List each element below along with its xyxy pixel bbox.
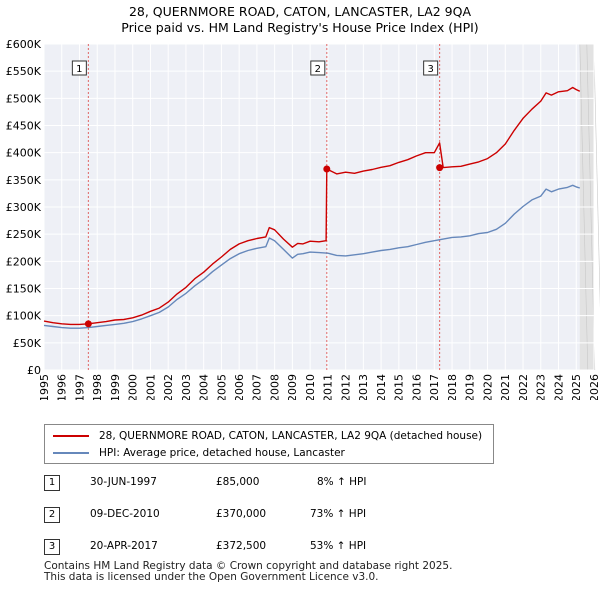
annotation-label: 2 <box>315 64 321 75</box>
transaction-price: £370,000 <box>216 508 267 520</box>
transaction-number: 2 <box>44 507 60 523</box>
series-line-property <box>43 86 581 326</box>
y-tick-label: £400K <box>6 147 42 160</box>
transaction-hpi: 8% ↑ HPI <box>317 476 367 488</box>
x-tick-label: 2025 <box>570 374 583 400</box>
x-tick-label: 1996 <box>56 374 69 400</box>
sale-point <box>323 165 331 173</box>
transaction-date: 20-APR-2017 <box>90 540 158 552</box>
y-tick-label: £250K <box>6 228 42 241</box>
x-tick-label: 2006 <box>233 374 246 400</box>
annotation-label: 1 <box>76 64 82 75</box>
x-tick-label: 2013 <box>357 374 370 400</box>
y-tick-label: £0 <box>27 364 41 377</box>
footer: Contains HM Land Registry data © Crown c… <box>44 561 452 583</box>
transaction-date: 30-JUN-1997 <box>90 476 157 488</box>
transaction-date: 09-DEC-2010 <box>90 508 160 520</box>
x-tick-label: 2024 <box>552 374 565 400</box>
annotation-label: 3 <box>427 64 433 75</box>
x-tick-label: 2010 <box>304 374 317 400</box>
x-tick-label: 2012 <box>339 374 352 400</box>
x-tick-label: 2019 <box>464 374 477 400</box>
transaction-price: £85,000 <box>216 476 260 488</box>
transaction-number: 3 <box>44 539 60 555</box>
x-tick-label: 2021 <box>499 374 512 400</box>
x-tick-label: 2003 <box>180 374 193 400</box>
x-tick-label: 2026 <box>588 374 600 400</box>
x-tick-label: 2020 <box>481 374 494 400</box>
chart-title: 28, QUERNMORE ROAD, CATON, LANCASTER, LA… <box>128 4 472 19</box>
transaction-hpi: 53% ↑ HPI <box>310 540 367 552</box>
chart-subtitle: Price paid vs. HM Land Registry's House … <box>121 20 479 35</box>
y-tick-label: £100K <box>6 310 42 323</box>
x-tick-label: 2000 <box>127 374 140 400</box>
y-tick-label: £50K <box>13 337 42 350</box>
transaction-hpi: 73% ↑ HPI <box>310 508 367 520</box>
x-tick-label: 1998 <box>91 374 104 400</box>
y-tick-label: £500K <box>6 92 42 105</box>
y-tick-label: £300K <box>6 201 42 214</box>
price-chart: £0 £50K £100K £150K £200K £250K £300K £350K £400… <box>6 38 600 400</box>
legend: 28, QUERNMORE ROAD, CATON, LANCASTER, LA… <box>44 424 494 464</box>
footer-licence: This data is licensed under the Open Gov… <box>44 571 379 583</box>
chart-title-block: 28, QUERNMORE ROAD, CATON, LANCASTER, LA… <box>0 4 600 36</box>
x-tick-label: 2005 <box>215 374 228 400</box>
y-tick-label: £150K <box>6 283 42 296</box>
legend-item-property: 28, QUERNMORE ROAD, CATON, LANCASTER, LA… <box>53 429 482 443</box>
x-tick-label: 2011 <box>322 374 335 400</box>
annotation-box <box>423 60 439 76</box>
legend-swatch-hpi <box>53 452 89 454</box>
x-tick-label: 2008 <box>268 374 281 400</box>
annotation-box <box>71 60 87 76</box>
transaction-price: £372,500 <box>216 540 267 552</box>
legend-item-hpi: HPI: Average price, detached house, Lanc… <box>53 446 345 460</box>
x-tick-label: 2001 <box>144 374 157 400</box>
x-tick-label: 2014 <box>375 374 388 400</box>
x-tick-label: 1995 <box>38 374 51 400</box>
legend-swatch-property <box>53 435 89 437</box>
x-tick-label: 1999 <box>109 374 122 400</box>
x-tick-label: 2017 <box>428 374 441 400</box>
annotation-box <box>310 60 326 76</box>
x-tick-label: 2015 <box>393 374 406 400</box>
y-tick-label: £550K <box>6 65 42 78</box>
y-tick-label: £600K <box>6 38 42 51</box>
legend-label-hpi: HPI: Average price, detached house, Lanc… <box>99 447 345 459</box>
x-tick-label: 2022 <box>517 374 530 400</box>
sale-point <box>84 320 92 328</box>
x-tick-label: 2004 <box>198 374 211 400</box>
x-tick-label: 2018 <box>446 374 459 400</box>
series-line-hpi <box>43 184 581 329</box>
transaction-number: 1 <box>44 475 60 491</box>
legend-label-property: 28, QUERNMORE ROAD, CATON, LANCASTER, LA… <box>99 430 483 442</box>
x-tick-label: 2009 <box>286 374 299 400</box>
x-tick-label: 2016 <box>410 374 423 400</box>
forecast-hatch-line <box>593 43 600 309</box>
y-tick-label: £200K <box>6 255 42 268</box>
x-tick-label: 2007 <box>251 374 264 400</box>
sale-point <box>436 164 444 172</box>
x-tick-label: 1997 <box>73 374 86 400</box>
x-tick-label: 2023 <box>535 374 548 400</box>
footer-copyright: Contains HM Land Registry data © Crown c… <box>44 560 453 572</box>
x-tick-label: 2002 <box>162 374 175 400</box>
y-tick-label: £450K <box>6 120 42 133</box>
y-tick-label: £350K <box>6 174 42 187</box>
